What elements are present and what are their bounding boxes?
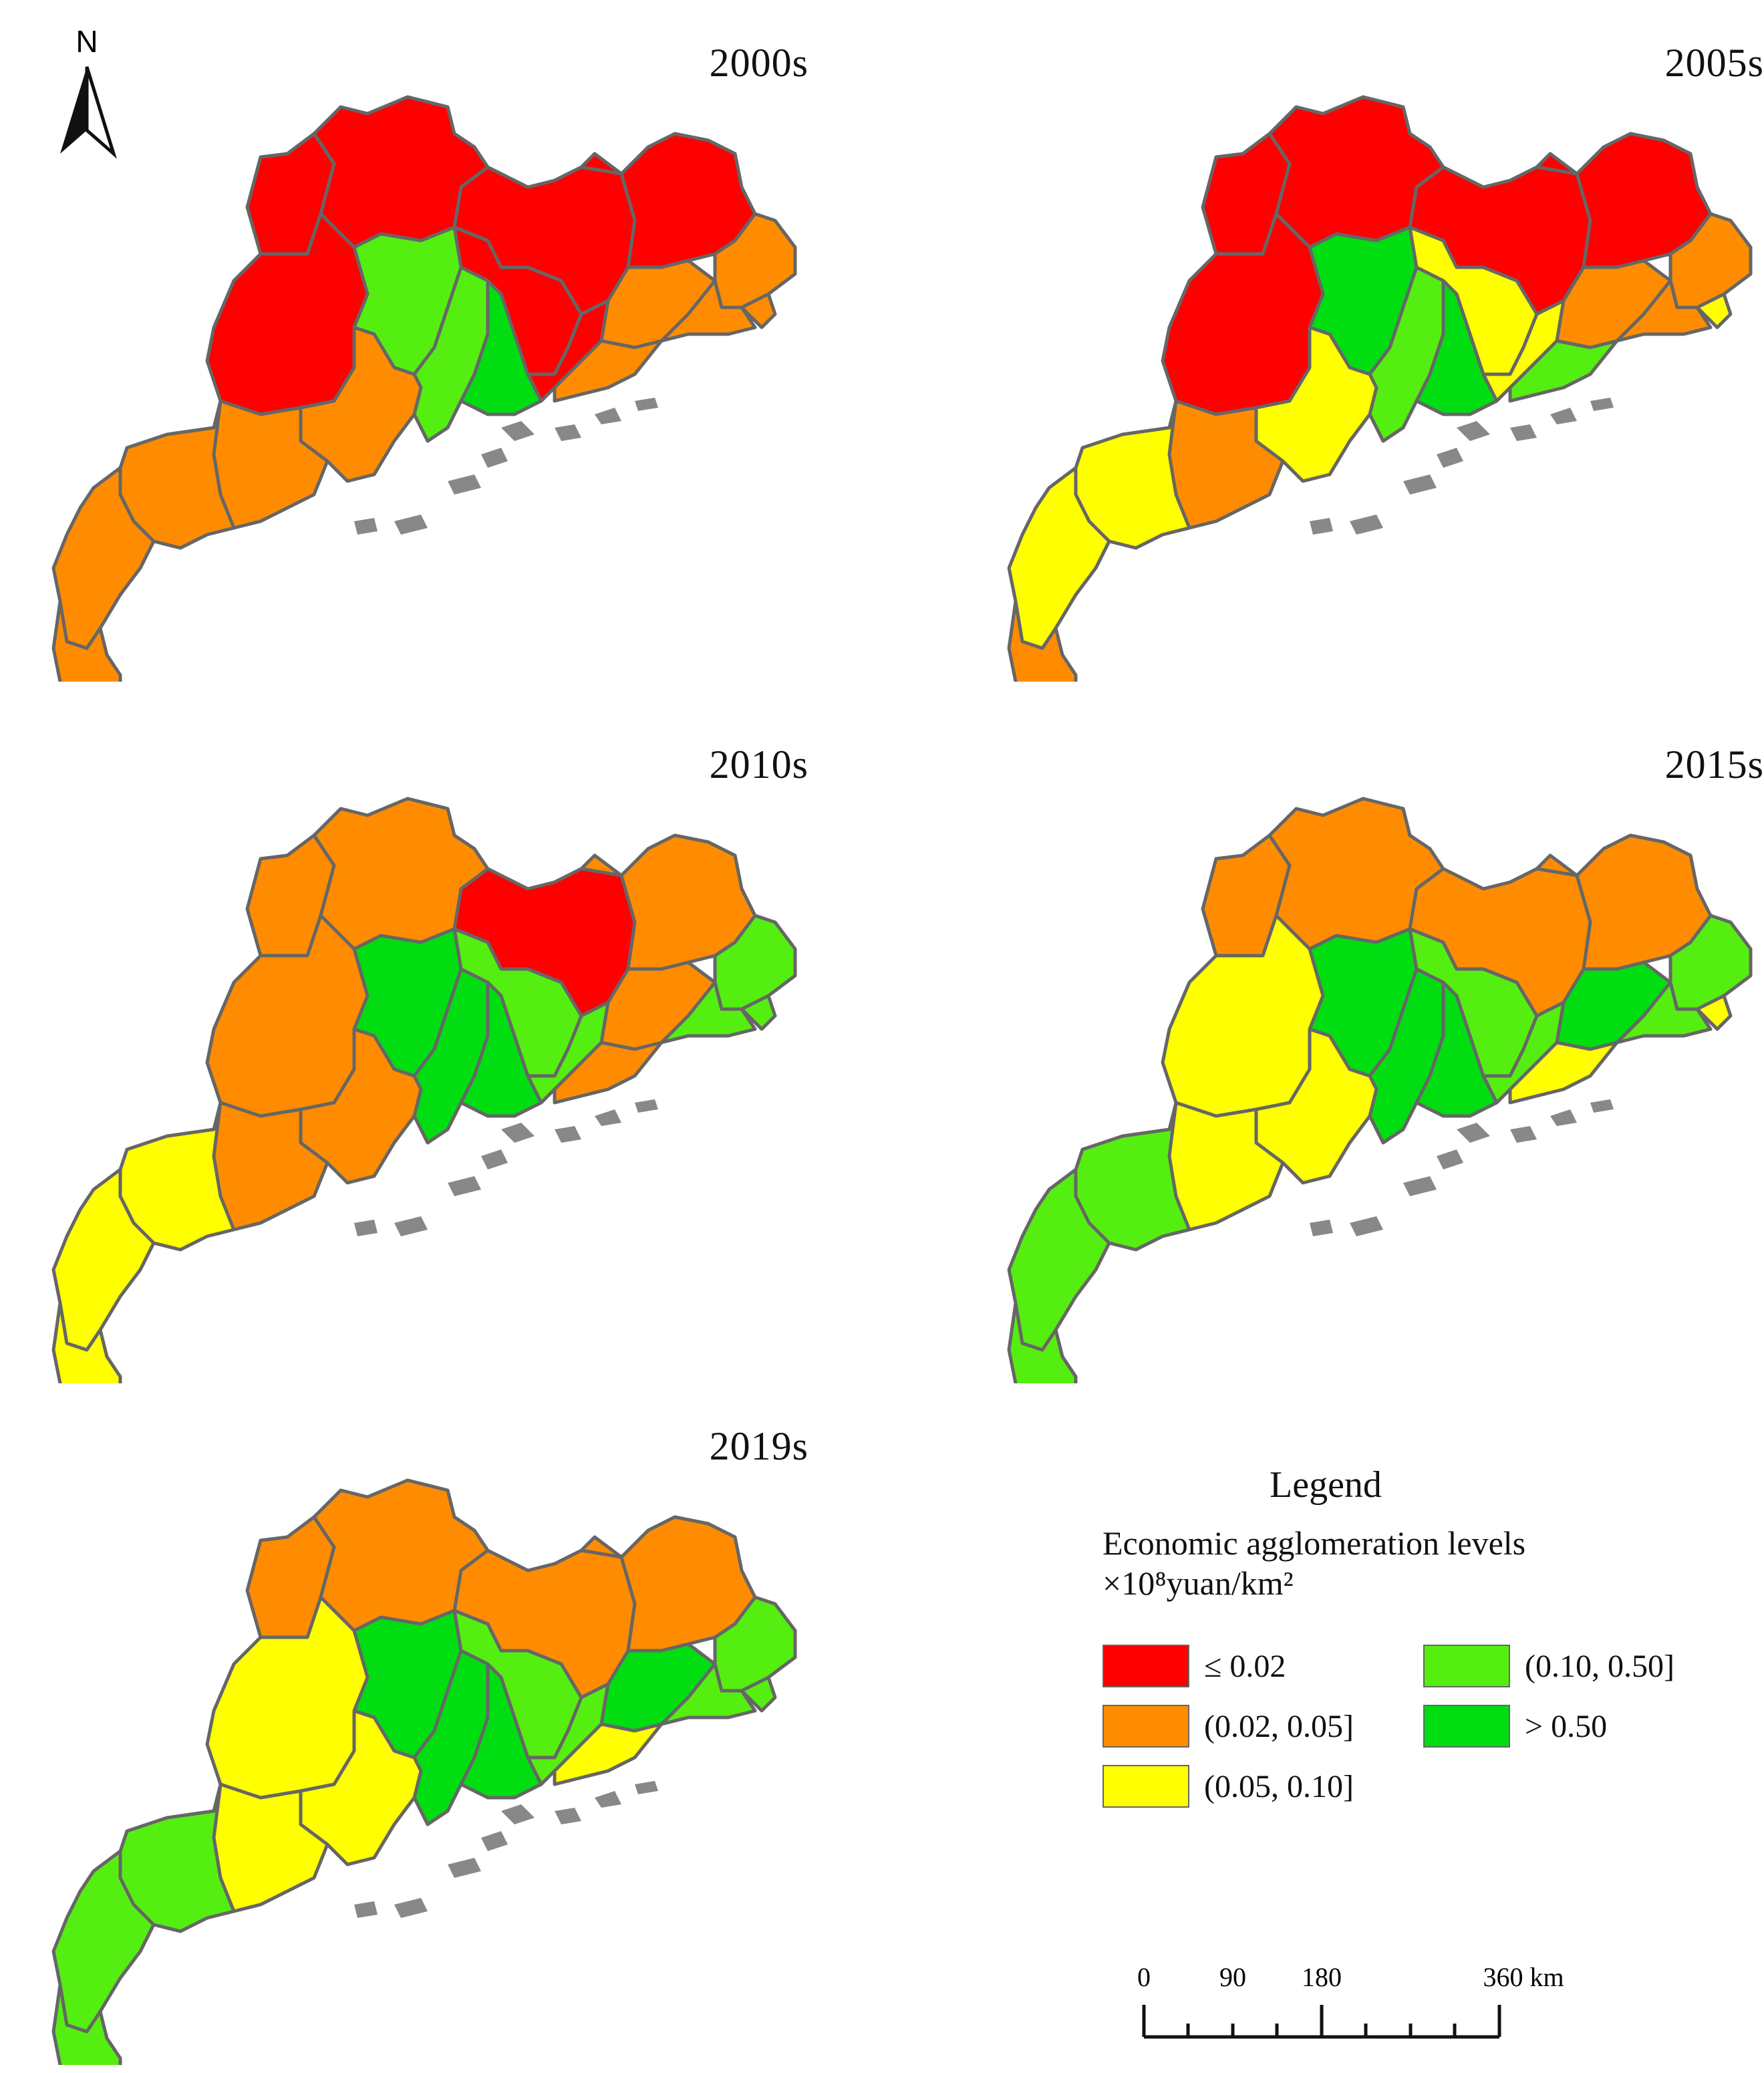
scale-label-360: 360 km xyxy=(1483,1962,1564,1992)
island-1 xyxy=(555,1808,581,1824)
legend-label: (0.02, 0.05] xyxy=(1204,1708,1354,1744)
province-outline xyxy=(51,797,797,1383)
island-3 xyxy=(635,398,658,411)
scale-label-0: 0 xyxy=(1137,1962,1151,1992)
legend-label: > 0.50 xyxy=(1525,1708,1608,1744)
island-5 xyxy=(481,1149,508,1169)
province-outline xyxy=(1007,797,1753,1383)
island-5 xyxy=(1437,448,1463,468)
province-outline xyxy=(51,1478,797,2065)
legend-unit: ×10⁸yuan/km² xyxy=(1102,1564,1294,1602)
north-arrow-icon: N xyxy=(60,24,117,159)
island-7 xyxy=(1310,1220,1333,1236)
legend-swatch xyxy=(1102,1765,1189,1808)
island-6 xyxy=(394,1216,428,1236)
region-map xyxy=(1007,797,1753,1383)
island-2 xyxy=(595,1791,621,1808)
island-5 xyxy=(1437,1149,1463,1169)
scale-label-180: 180 xyxy=(1302,1962,1342,1992)
province-outline xyxy=(1007,95,1753,682)
island-0 xyxy=(501,421,535,441)
island-2 xyxy=(1550,1109,1577,1126)
island-0 xyxy=(501,1804,535,1824)
region-map xyxy=(51,797,797,1383)
region-map xyxy=(51,95,797,682)
legend-swatch xyxy=(1102,1645,1189,1687)
legend-swatch xyxy=(1423,1645,1510,1687)
island-1 xyxy=(555,1126,581,1143)
island-1 xyxy=(555,424,581,441)
island-6 xyxy=(1350,1216,1383,1236)
island-4 xyxy=(448,1858,481,1878)
island-6 xyxy=(394,515,428,535)
map-panel-2005s: 2005s xyxy=(976,13,1764,682)
legend-label: (0.10, 0.50] xyxy=(1525,1648,1674,1684)
island-6 xyxy=(1350,515,1383,535)
island-1 xyxy=(1510,1126,1537,1143)
island-0 xyxy=(501,1123,535,1143)
scale-bar: 0 90 180 360 km xyxy=(1137,1962,1564,2039)
map-panel-2010s: 2010s xyxy=(20,715,822,1383)
legend-item: > 0.50 xyxy=(1423,1704,1607,1748)
island-3 xyxy=(635,1099,658,1113)
panel-title: 2019s xyxy=(709,1424,808,1468)
map-panel-2019s: 2019s xyxy=(20,1397,822,2065)
legend-item: (0.10, 0.50] xyxy=(1423,1644,1674,1688)
island-0 xyxy=(1457,1123,1490,1143)
panel-title: 2000s xyxy=(709,41,808,85)
north-label: N xyxy=(76,24,98,59)
island-2 xyxy=(595,408,621,424)
island-7 xyxy=(354,518,378,535)
region-map xyxy=(51,1478,797,2065)
island-4 xyxy=(448,1176,481,1196)
map-panel-2015s: 2015s xyxy=(976,715,1764,1383)
legend-item: (0.05, 0.10] xyxy=(1102,1764,1354,1808)
legend-title: Legend xyxy=(1270,1464,1382,1506)
island-4 xyxy=(1403,1176,1437,1196)
island-2 xyxy=(595,1109,621,1126)
legend-subtitle: Economic agglomeration levels xyxy=(1102,1524,1526,1562)
island-2 xyxy=(1550,408,1577,424)
map-panel-2000s: 2000s xyxy=(20,13,822,682)
island-0 xyxy=(1457,421,1490,441)
legend-item: (0.02, 0.05] xyxy=(1102,1704,1354,1748)
island-7 xyxy=(354,1901,378,1918)
legend-item: ≤ 0.02 xyxy=(1102,1644,1286,1688)
legend-label: ≤ 0.02 xyxy=(1204,1648,1286,1684)
panel-title: 2005s xyxy=(1664,41,1764,85)
island-7 xyxy=(354,1220,378,1236)
island-5 xyxy=(481,448,508,468)
legend-label: (0.05, 0.10] xyxy=(1204,1768,1354,1804)
island-5 xyxy=(481,1831,508,1851)
island-4 xyxy=(448,474,481,495)
island-6 xyxy=(394,1898,428,1918)
island-3 xyxy=(1590,1099,1614,1113)
region-map xyxy=(1007,95,1753,682)
scale-label-90: 90 xyxy=(1219,1962,1246,1992)
panel-title: 2010s xyxy=(709,742,808,787)
legend-swatch xyxy=(1102,1705,1189,1748)
legend-swatch xyxy=(1423,1705,1510,1748)
province-outline xyxy=(51,95,797,682)
panel-title: 2015s xyxy=(1664,742,1764,787)
island-3 xyxy=(635,1781,658,1794)
island-1 xyxy=(1510,424,1537,441)
map-legend: Legend Economic agglomeration levels ×10… xyxy=(1096,1464,1737,1838)
island-3 xyxy=(1590,398,1614,411)
island-7 xyxy=(1310,518,1333,535)
island-4 xyxy=(1403,474,1437,495)
